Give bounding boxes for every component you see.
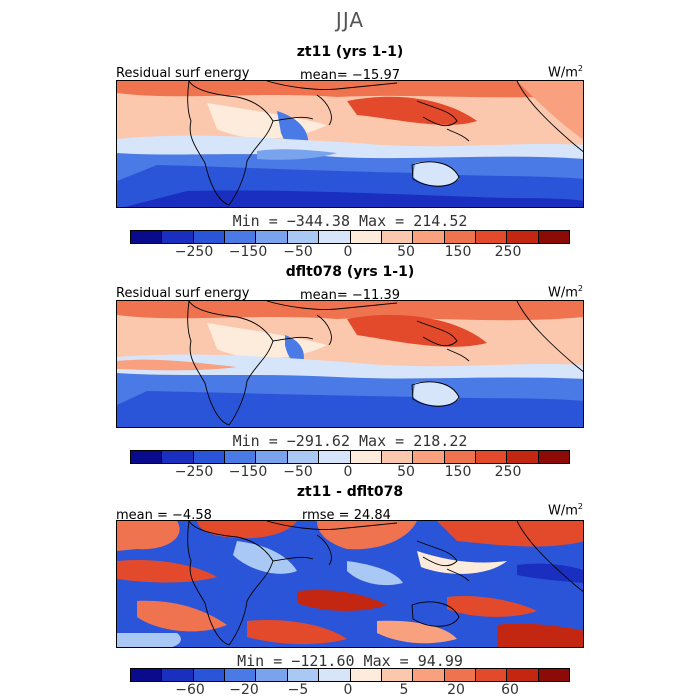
colorbar-swatch — [413, 669, 445, 681]
colorbar-swatch — [381, 231, 414, 243]
colorbar-swatch — [162, 451, 194, 463]
panel-3-tick-5: 20 — [447, 682, 465, 698]
colorbar-swatch — [225, 451, 257, 463]
colorbar-swatch — [256, 231, 288, 243]
colorbar-swatch — [131, 451, 163, 463]
panel-1-mean-label: mean= −15.97 — [300, 68, 401, 83]
colorbar-swatch — [381, 669, 414, 681]
panel-1-title: zt11 (yrs 1-1) — [296, 44, 404, 60]
panel-1-tick-4: 50 — [397, 244, 415, 260]
panel-1-tick-2: −50 — [283, 244, 313, 260]
colorbar-swatch — [256, 451, 288, 463]
colorbar-swatch — [350, 669, 382, 681]
panel-2-mean-label: mean= −11.39 — [300, 288, 401, 303]
panel-2-units: W/m2 — [548, 284, 583, 301]
panel-3-rmse-label: rmse = 24.84 — [302, 508, 391, 523]
figure-title: JJA — [335, 8, 365, 32]
colorbar-swatch — [131, 231, 163, 243]
panel-2-tick-3: 0 — [343, 464, 353, 480]
panel-2-tick-2: −50 — [283, 464, 313, 480]
colorbar-swatch — [538, 231, 570, 243]
colorbar-swatch — [319, 451, 351, 463]
colorbar-swatch — [475, 669, 508, 681]
panel-2-title: dflt078 (yrs 1-1) — [285, 264, 415, 280]
panel-3-units: W/m2 — [548, 502, 583, 519]
colorbar-swatch — [193, 669, 226, 681]
colorbar-swatch — [256, 669, 288, 681]
colorbar-swatch — [444, 231, 476, 243]
colorbar-swatch — [225, 669, 257, 681]
panel-2-left-label: Residual surf energy — [116, 286, 250, 301]
colorbar-swatch — [319, 669, 351, 681]
panel-3-tick-6: 60 — [501, 682, 519, 698]
panel-3-minmax: Min = −121.60 Max = 94.99 — [237, 652, 463, 670]
panel-3-left-label: mean = −4.58 — [116, 508, 212, 523]
panel-2-tick-1: −150 — [228, 464, 268, 480]
panel-1-map — [116, 80, 584, 208]
colorbar-swatch — [287, 669, 320, 681]
colorbar-swatch — [507, 669, 539, 681]
panel-3-map — [116, 520, 584, 648]
colorbar-swatch — [444, 451, 476, 463]
colorbar-swatch — [319, 231, 351, 243]
colorbar-swatch — [413, 451, 445, 463]
colorbar-swatch — [538, 669, 570, 681]
colorbar-swatch — [507, 231, 539, 243]
colorbar-swatch — [162, 231, 194, 243]
panel-2-minmax: Min = −291.62 Max = 218.22 — [232, 432, 468, 450]
panel-1-left-label: Residual surf energy — [116, 66, 250, 81]
panel-1-tick-5: 150 — [444, 244, 472, 260]
colorbar-swatch — [193, 451, 226, 463]
panel-2-map — [116, 300, 584, 428]
panel-1-tick-0: −250 — [174, 244, 214, 260]
colorbar-swatch — [162, 669, 194, 681]
colorbar-swatch — [444, 669, 476, 681]
panel-3-tick-3: 0 — [343, 682, 353, 698]
colorbar-swatch — [381, 451, 414, 463]
panel-3-title: zt11 - dflt078 — [296, 484, 404, 500]
colorbar-swatch — [350, 451, 382, 463]
panel-2-colorbar — [130, 450, 570, 464]
panel-1-colorbar — [130, 230, 570, 244]
panel-3-colorbar — [130, 668, 570, 682]
colorbar-swatch — [413, 231, 445, 243]
panel-3-tick-1: −20 — [229, 682, 259, 698]
colorbar-swatch — [131, 669, 163, 681]
colorbar-swatch — [475, 451, 508, 463]
colorbar-swatch — [538, 451, 570, 463]
panel-2-tick-4: 50 — [397, 464, 415, 480]
panel-1-tick-3: 0 — [343, 244, 353, 260]
panel-2-tick-6: 250 — [494, 464, 522, 480]
panel-1-tick-1: −150 — [228, 244, 268, 260]
panel-3-tick-2: −5 — [287, 682, 309, 698]
panel-1-tick-6: 250 — [494, 244, 522, 260]
panel-3-tick-4: 5 — [399, 682, 409, 698]
colorbar-swatch — [507, 451, 539, 463]
panel-3-tick-0: −60 — [175, 682, 205, 698]
colorbar-swatch — [225, 231, 257, 243]
colorbar-swatch — [287, 231, 320, 243]
panel-2-tick-5: 150 — [444, 464, 472, 480]
colorbar-swatch — [475, 231, 508, 243]
panel-1-units: W/m2 — [548, 64, 583, 81]
colorbar-swatch — [193, 231, 226, 243]
colorbar-swatch — [287, 451, 320, 463]
panel-2-tick-0: −250 — [174, 464, 214, 480]
panel-1-minmax: Min = −344.38 Max = 214.52 — [232, 212, 468, 230]
colorbar-swatch — [350, 231, 382, 243]
